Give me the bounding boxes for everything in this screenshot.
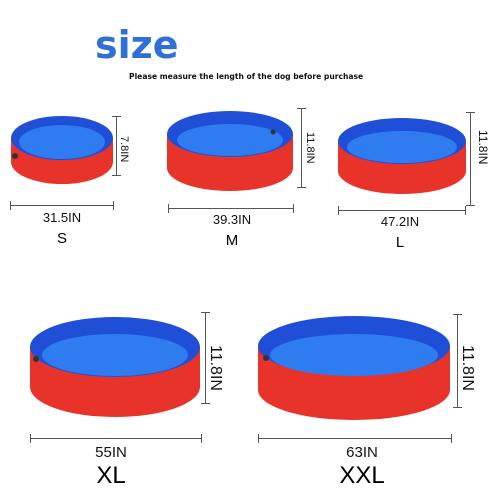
pool-xxl-height-label: 11.8IN (459, 345, 476, 391)
pool-m-size-label: M (225, 232, 239, 249)
pool-xl-height-line (201, 312, 210, 404)
pool-m-height-label: 11.8IN (304, 132, 316, 164)
pool-l-height-line (466, 112, 475, 206)
pool-s-height-label: 7.8IN (118, 136, 130, 163)
pool-m-width-line (168, 204, 294, 213)
pool-m-image (167, 111, 293, 191)
pool-xl-width-label: 55IN (95, 444, 127, 461)
pool-m-width-label: 39.3IN (212, 212, 252, 227)
pool-s-size-label: S (56, 230, 67, 247)
pool-xl-size-label: XL (96, 462, 126, 489)
pool-s-width-label: 31.5IN (42, 210, 82, 225)
pool-xxl-image (258, 316, 450, 420)
pool-s-height-line (112, 116, 121, 176)
pool-xl-width-line (30, 434, 202, 443)
pool-l-width-line (338, 206, 466, 215)
pool-l-image (338, 118, 466, 194)
pool-s-width-line (10, 201, 114, 210)
pool-s-image (11, 116, 113, 184)
pool-l-height-label: 11.8IN (476, 130, 490, 165)
pool-xl-image (30, 317, 200, 417)
pool-m-height-line (297, 108, 306, 188)
purchase-note: Please measure the length of the dog bef… (129, 72, 364, 81)
pool-xxl-height-line (453, 314, 462, 408)
pool-xl-height-label: 11.8IN (207, 345, 224, 391)
pool-xxl-width-label: 63IN (346, 444, 378, 461)
size-title: size (95, 23, 179, 67)
pool-xxl-size-label: XXL (339, 462, 385, 489)
pool-l-width-label: 47.2IN (380, 214, 420, 229)
pool-xxl-width-line (258, 434, 452, 443)
pool-l-size-label: L (395, 234, 405, 251)
